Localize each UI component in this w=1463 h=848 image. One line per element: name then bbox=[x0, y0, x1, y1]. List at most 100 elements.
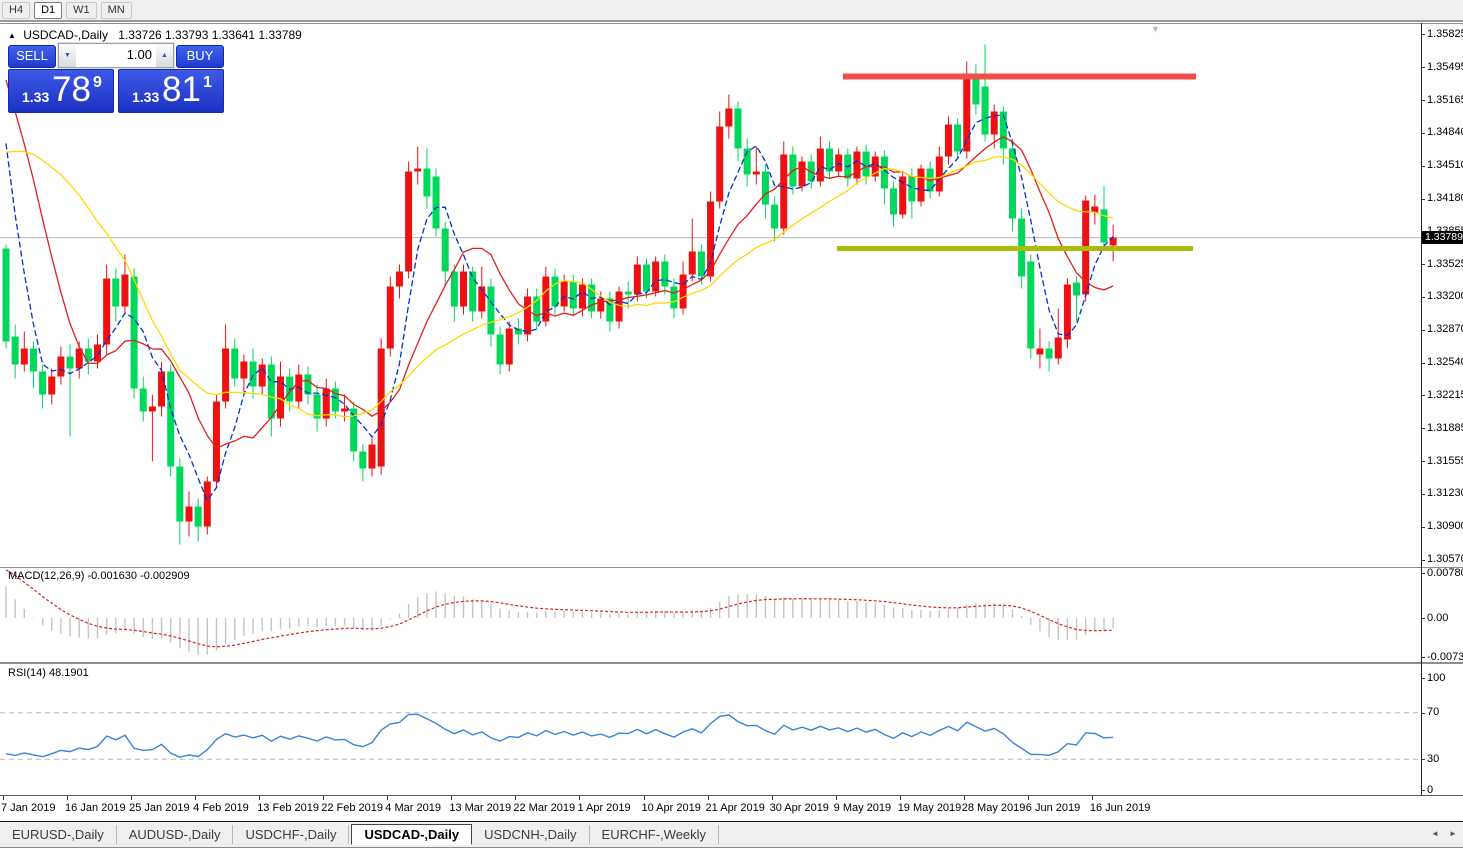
macd-tick-label: 0.00 bbox=[1427, 611, 1449, 624]
buy-price-bigfigure: 1.33 bbox=[132, 89, 160, 105]
price-tick-label: 1.32215 bbox=[1427, 388, 1463, 401]
date-label: 16 Jan 2019 bbox=[65, 802, 126, 814]
date-tick bbox=[387, 796, 389, 800]
tab-scroll-right-icon[interactable]: ► bbox=[1449, 829, 1457, 838]
volume-increase-button[interactable]: ▲ bbox=[156, 44, 173, 67]
date-label: 25 Jan 2019 bbox=[129, 802, 190, 814]
date-label: 21 Apr 2019 bbox=[705, 802, 765, 814]
date-label: 19 May 2019 bbox=[897, 802, 962, 814]
price-tick bbox=[1421, 132, 1425, 134]
date-axis[interactable]: 7 Jan 2019 16 Jan 2019 25 Jan 2019 4 Feb 20… bbox=[0, 796, 1463, 821]
price-tick bbox=[1421, 428, 1425, 429]
collapse-triangle-icon[interactable]: ▲ bbox=[8, 31, 16, 40]
buy-price-display[interactable]: 1.33 81 1 bbox=[118, 69, 224, 113]
price-tick-label: 1.30570 bbox=[1427, 553, 1463, 565]
price-tick bbox=[1421, 461, 1425, 462]
date-label: 4 Feb 2019 bbox=[193, 802, 249, 814]
price-tick-label: 1.31230 bbox=[1427, 487, 1463, 499]
price-tick-label: 1.32870 bbox=[1427, 323, 1463, 335]
chart-tab-eurusd-daily[interactable]: EURUSD-,Daily bbox=[0, 825, 117, 844]
chart-tab-audusd-daily[interactable]: AUDUSD-,Daily bbox=[117, 825, 234, 844]
volume-stepper: ▼ ▲ bbox=[58, 43, 174, 68]
price-tick-label: 1.33200 bbox=[1427, 290, 1463, 302]
price-tick-label: 1.32540 bbox=[1427, 356, 1463, 368]
date-tick bbox=[1027, 796, 1029, 800]
volume-decrease-button[interactable]: ▼ bbox=[59, 44, 76, 67]
chart-shift-marker-icon[interactable]: ▼ bbox=[1151, 24, 1160, 34]
date-tick bbox=[707, 796, 709, 800]
date-label: 13 Feb 2019 bbox=[257, 802, 319, 814]
price-tick bbox=[1421, 395, 1425, 396]
date-tick bbox=[963, 796, 965, 800]
rsi-tick-label: 30 bbox=[1427, 752, 1440, 765]
buy-price-pipette: 1 bbox=[203, 74, 212, 91]
date-tick bbox=[67, 796, 69, 800]
date-label: 10 Apr 2019 bbox=[641, 802, 701, 814]
date-tick bbox=[515, 796, 517, 800]
rsi-pane[interactable] bbox=[0, 664, 1463, 796]
date-label: 16 Jun 2019 bbox=[1089, 802, 1151, 814]
chart-tab-usdcnh-daily[interactable]: USDCNH-,Daily bbox=[472, 825, 590, 844]
date-tick bbox=[1091, 796, 1093, 800]
timeframe-toolbar: H4 D1 W1 MN bbox=[0, 0, 1463, 22]
price-tick-label: 1.35495 bbox=[1427, 60, 1463, 73]
price-tick-label: 1.31555 bbox=[1427, 454, 1463, 467]
rsi-tick-label: 70 bbox=[1427, 706, 1440, 719]
timeframe-button-w1[interactable]: W1 bbox=[66, 2, 97, 19]
date-tick bbox=[643, 796, 645, 800]
sell-price-display[interactable]: 1.33 78 9 bbox=[8, 69, 114, 113]
date-label: 4 Mar 2019 bbox=[385, 802, 441, 814]
sell-price-pips: 78 bbox=[52, 70, 91, 109]
price-tick bbox=[1421, 526, 1425, 528]
timeframe-button-d1[interactable]: D1 bbox=[34, 2, 63, 19]
timeframe-button-mn[interactable]: MN bbox=[100, 2, 132, 19]
date-tick bbox=[579, 796, 581, 800]
date-label: 9 May 2019 bbox=[833, 802, 892, 814]
date-label: 30 Apr 2019 bbox=[769, 802, 829, 814]
date-tick bbox=[195, 796, 197, 800]
sell-button[interactable]: SELL bbox=[8, 45, 56, 68]
price-tick-label: 1.30900 bbox=[1427, 520, 1463, 532]
date-label: 1 Apr 2019 bbox=[577, 802, 631, 814]
date-label: 28 May 2019 bbox=[961, 802, 1026, 814]
date-tick bbox=[259, 796, 261, 800]
chart-tab-bar: EURUSD-,Daily AUDUSD-,Daily USDCHF-,Daily U… bbox=[0, 821, 1463, 847]
rsi-tick bbox=[1421, 678, 1425, 679]
price-tick bbox=[1421, 559, 1425, 561]
chart-tab-usdchf-daily[interactable]: USDCHF-,Daily bbox=[233, 825, 350, 844]
price-tick bbox=[1421, 362, 1425, 364]
tab-scroll-left-icon[interactable]: ◄ bbox=[1431, 829, 1439, 838]
volume-input[interactable] bbox=[76, 44, 156, 65]
date-label: 6 Jun 2019 bbox=[1025, 802, 1081, 814]
price-tick-label: 1.35825 bbox=[1427, 27, 1463, 40]
price-tick-label: 1.34510 bbox=[1427, 159, 1463, 171]
chart-tab-eurchf-weekly[interactable]: EURCHF-,Weekly bbox=[590, 825, 720, 844]
macd-pane[interactable] bbox=[0, 568, 1463, 664]
buy-button[interactable]: BUY bbox=[176, 45, 224, 68]
date-tick bbox=[323, 796, 325, 800]
date-tick bbox=[3, 796, 4, 800]
price-tick bbox=[1421, 329, 1425, 331]
chart-title-symbol: USDCAD-,Daily bbox=[23, 28, 108, 42]
buy-price-pips: 81 bbox=[162, 70, 201, 109]
price-tick bbox=[1421, 264, 1425, 265]
rsi-label: RSI(14) 48.1901 bbox=[8, 667, 89, 679]
sell-price-bigfigure: 1.33 bbox=[22, 89, 50, 105]
chart-tab-usdcad-daily[interactable]: USDCAD-,Daily bbox=[351, 824, 473, 845]
one-click-trading-panel: SELL ▼ ▲ BUY 1.33 78 9 1.33 81 1 bbox=[8, 43, 224, 113]
date-label: 22 Mar 2019 bbox=[513, 802, 576, 814]
timeframe-button-h4[interactable]: H4 bbox=[2, 2, 31, 19]
macd-tick-label: 0.007807 bbox=[1427, 566, 1463, 579]
chart-title: ▲ USDCAD-,Daily 1.33726 1.33793 1.33641 … bbox=[8, 28, 302, 42]
macd-label: MACD(12,26,9) -0.001630 -0.002909 bbox=[8, 570, 190, 582]
price-tick bbox=[1421, 493, 1425, 495]
price-tick bbox=[1421, 165, 1425, 167]
rsi-tick bbox=[1421, 759, 1425, 761]
price-tick bbox=[1421, 296, 1425, 298]
macd-tick bbox=[1421, 573, 1425, 574]
date-tick bbox=[835, 796, 837, 800]
price-tick bbox=[1421, 100, 1425, 101]
macd-tick bbox=[1421, 657, 1425, 658]
chart-title-ohlc: 1.33726 1.33793 1.33641 1.33789 bbox=[118, 28, 302, 42]
